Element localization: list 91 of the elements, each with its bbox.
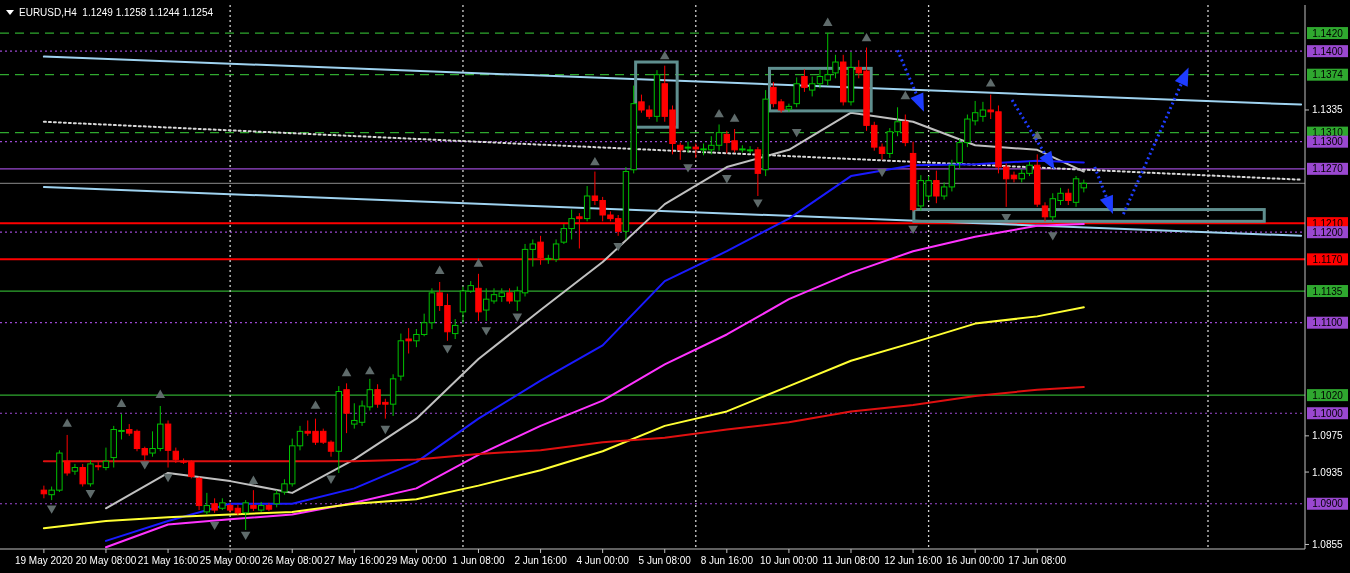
- ref-line-label: 1.1100: [1312, 317, 1343, 329]
- candlestick: [87, 459, 94, 488]
- candlestick: [902, 114, 909, 147]
- x-tick-label: 11 Jun 08:00: [822, 555, 880, 566]
- point: [861, 32, 872, 42]
- candlestick: [102, 447, 110, 471]
- ref-line-label: 1.1000: [1312, 407, 1344, 419]
- ref-line-label: 1.1135: [1312, 285, 1343, 297]
- point: [209, 521, 220, 531]
- y-tick-label: 1.1335: [1312, 104, 1344, 116]
- candlestick: [79, 463, 86, 488]
- candlestick: [785, 103, 793, 113]
- point: [613, 243, 623, 252]
- x-tick-label: 20 May 08:00: [75, 555, 137, 566]
- point: [722, 175, 732, 184]
- line-series: [104, 223, 1085, 549]
- x-tick-label: 16 Jun 00:00: [946, 555, 1005, 566]
- point: [985, 78, 996, 87]
- candlestick: [832, 54, 839, 79]
- candlestick: [948, 159, 956, 192]
- point: [753, 199, 763, 208]
- x-tick-label: 29 May 00:00: [386, 555, 448, 566]
- x-tick-label: 1 Jun 08:00: [452, 555, 506, 566]
- candlestick: [1041, 201, 1049, 222]
- point: [240, 531, 251, 541]
- chart-title: EURUSD,H4 1.1249 1.1258 1.1244 1.1254: [19, 7, 214, 18]
- candlestick: [63, 434, 71, 477]
- candlestick: [754, 146, 762, 197]
- candlestick: [343, 382, 350, 434]
- candlestick: [250, 489, 257, 512]
- point: [380, 425, 391, 435]
- ref-line-label: 1.1374: [1312, 69, 1344, 81]
- point: [590, 156, 600, 166]
- y-tick-label: 1.0855: [1312, 538, 1344, 550]
- x-tick-label: 8 Jun 16:00: [700, 555, 754, 566]
- ref-line-label: 1.1400: [1312, 45, 1344, 57]
- ref-line-label: 1.1270: [1312, 163, 1344, 175]
- point: [85, 490, 96, 499]
- point: [822, 17, 833, 26]
- point: [442, 345, 453, 354]
- candlestick: [801, 68, 808, 93]
- ref-line-label: 1.1300: [1312, 136, 1344, 148]
- point: [900, 90, 911, 100]
- point: [1047, 232, 1058, 241]
- line-series: [104, 111, 1085, 510]
- ref-line-label: 1.1210: [1312, 217, 1344, 229]
- ref-line-label: 1.1200: [1312, 226, 1344, 238]
- candlestick: [793, 76, 800, 108]
- ref-line-label: 1.1170: [1312, 253, 1343, 265]
- point: [908, 225, 918, 235]
- candlestick: [71, 463, 79, 476]
- point: [729, 113, 740, 122]
- candlestick: [684, 141, 692, 154]
- candlestick: [933, 170, 940, 204]
- x-tick-label: 2 Jun 16:00: [514, 555, 568, 566]
- y-tick-label: 1.0935: [1312, 466, 1344, 478]
- x-tick-label: 19 May 2020: [14, 555, 74, 566]
- x-tick-label: 17 Jun 08:00: [1008, 555, 1067, 566]
- line-series: [42, 306, 1085, 530]
- point: [683, 164, 693, 173]
- point: [139, 461, 150, 470]
- candlestick: [405, 327, 412, 354]
- x-tick-label: 12 Jun 16:00: [884, 555, 943, 566]
- candlestick: [242, 499, 249, 531]
- point: [512, 313, 523, 322]
- x-tick-label: 4 Jun 00:00: [576, 555, 630, 566]
- ref-line-label: 1.0900: [1312, 498, 1344, 510]
- point: [46, 505, 57, 514]
- point: [163, 473, 173, 483]
- candlestick: [475, 273, 482, 322]
- x-tick-label: 26 May 08:00: [261, 555, 323, 566]
- candlestick: [583, 185, 591, 222]
- x-tick-label: 5 Jun 08:00: [638, 555, 692, 566]
- point: [326, 475, 336, 484]
- ref-line-label: 1.1310: [1312, 127, 1344, 139]
- point: [877, 168, 887, 178]
- ref-line-label: 1.1020: [1312, 389, 1344, 401]
- ref-line-label: 1.1420: [1312, 27, 1344, 39]
- x-tick-label: 10 Jun 00:00: [760, 555, 819, 566]
- point: [714, 108, 724, 118]
- y-tick-label: 1.0975: [1312, 430, 1344, 442]
- candlestick: [203, 492, 211, 516]
- candlestick: [451, 318, 459, 340]
- point: [473, 258, 484, 267]
- point: [1032, 130, 1043, 140]
- point: [791, 128, 802, 138]
- x-tick-label: 21 May 16:00: [137, 555, 199, 566]
- point: [481, 327, 492, 336]
- point: [659, 51, 670, 60]
- x-tick-label: 25 May 00:00: [199, 555, 261, 566]
- x-tick-label: 27 May 16:00: [324, 555, 386, 566]
